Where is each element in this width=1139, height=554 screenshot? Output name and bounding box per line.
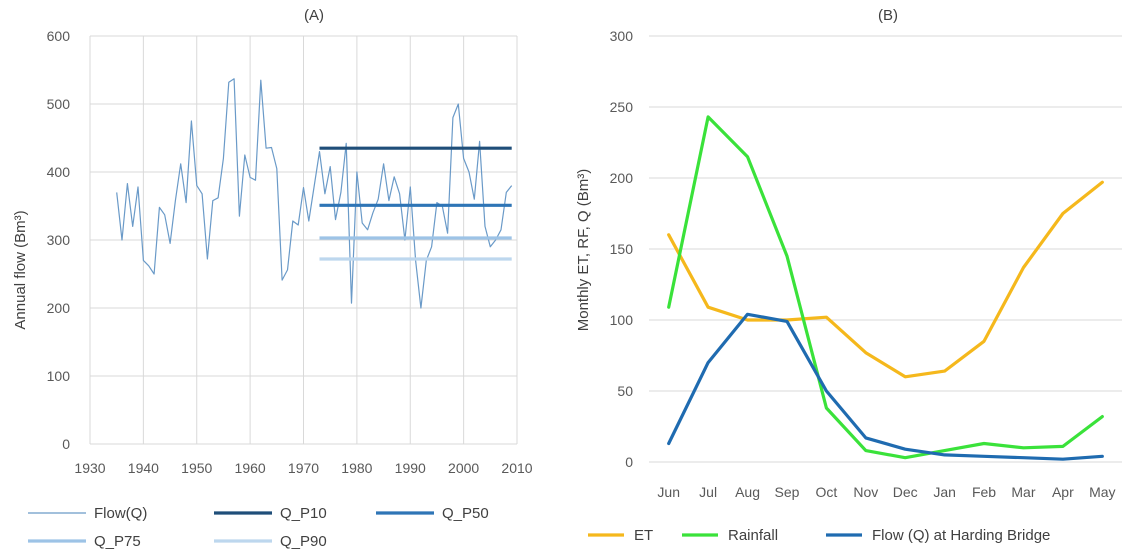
panel-b-y-tick-label: 150 — [610, 241, 634, 257]
panel-b-x-tick-label: Nov — [853, 484, 878, 500]
panel-b: (B) Monthly ET, RF, Q (Bm³) 0 50 100 150 200… — [575, 7, 1122, 544]
panel-b-x-tick-label: Jul — [699, 484, 717, 500]
panel-b-x-tick-label: Aug — [735, 484, 760, 500]
panel-b-series — [667, 115, 1104, 461]
legend-label-q-p90: Q_P90 — [280, 533, 327, 550]
panel-a-title: (A) — [304, 7, 324, 24]
panel-b-y-ticks: 0 50 100 150 200 250 300 — [610, 28, 634, 470]
panel-b-x-tick-label: Dec — [893, 484, 918, 500]
panel-b-x-tick-label: May — [1089, 484, 1115, 500]
panel-b-x-tick-label: Sep — [774, 484, 799, 500]
panel-b-title: (B) — [878, 7, 898, 24]
panel-b-x-tick-label: Apr — [1052, 484, 1074, 500]
legend-label-et: ET — [634, 527, 653, 544]
panel-a-x-tick-label: 1950 — [181, 460, 212, 476]
panel-a-grid — [89, 35, 518, 445]
panel-b-x-tick-label: Jan — [933, 484, 956, 500]
series-line-flow-q — [116, 78, 513, 309]
panel-b-x-tick-label: Mar — [1011, 484, 1035, 500]
panel-a-y-tick-label: 600 — [47, 28, 71, 44]
panel-a-x-tick-label: 2010 — [501, 460, 532, 476]
series-line-flow-q-at-harding-bridge — [667, 312, 1104, 461]
panel-b-y-tick-label: 50 — [617, 383, 633, 399]
legend-label-flow-q-at-harding-bridge: Flow (Q) at Harding Bridge — [872, 527, 1050, 544]
panel-a-x-tick-label: 1980 — [341, 460, 372, 476]
legend-label-q-p10: Q_P10 — [280, 505, 327, 522]
panel-a-y-tick-label: 200 — [47, 300, 71, 316]
panel-b-y-tick-label: 200 — [610, 170, 634, 186]
panel-b-y-tick-label: 100 — [610, 312, 634, 328]
panel-b-grid — [649, 35, 1122, 463]
legend-label-rainfall: Rainfall — [728, 527, 778, 544]
panel-a-y-tick-label: 300 — [47, 232, 71, 248]
panel-a-x-tick-label: 2000 — [448, 460, 479, 476]
series-line-et — [667, 180, 1104, 379]
panel-a-x-ticks: 1930 1940 1950 1960 1970 1980 1990 2000 2010 — [74, 460, 532, 476]
panel-b-x-tick-label: Feb — [972, 484, 996, 500]
legend-label-flow-q: Flow(Q) — [94, 505, 147, 522]
panel-a-y-tick-label: 100 — [47, 368, 71, 384]
panel-b-x-tick-label: Oct — [815, 484, 837, 500]
panel-b-y-axis-label: Monthly ET, RF, Q (Bm³) — [575, 169, 592, 332]
series-line-rainfall — [667, 115, 1104, 460]
panel-a-y-tick-label: 0 — [62, 436, 70, 452]
legend-label-q-p75: Q_P75 — [94, 533, 141, 550]
panel-b-x-ticks: Jun Jul Aug Sep Oct Nov Dec Jan Feb Mar Apr May — [657, 484, 1115, 500]
panel-a-y-tick-label: 400 — [47, 164, 71, 180]
panel-b-y-tick-label: 0 — [625, 454, 633, 470]
panel-b-y-tick-label: 300 — [610, 28, 634, 44]
panel-b-x-tick-label: Jun — [657, 484, 680, 500]
panel-a-x-tick-label: 1960 — [235, 460, 266, 476]
panel-a-y-tick-label: 500 — [47, 96, 71, 112]
legend-label-q-p50: Q_P50 — [442, 505, 489, 522]
panel-a-x-tick-label: 1940 — [128, 460, 159, 476]
panel-a-legend: Flow(Q) Q_P10 Q_P50 Q_P75 Q_P90 — [28, 505, 489, 550]
panel-a-x-tick-label: 1930 — [74, 460, 105, 476]
panel-a-y-ticks: 0 100 200 300 400 500 600 — [47, 28, 71, 452]
panel-a-x-tick-label: 1970 — [288, 460, 319, 476]
panel-a-x-tick-label: 1990 — [395, 460, 426, 476]
panel-a-series — [116, 78, 513, 309]
panel-a: (A) Annual flow (Bm³) 0 100 200 300 400 500 60… — [12, 7, 533, 550]
panel-b-legend: ET Rainfall Flow (Q) at Harding Bridge — [588, 527, 1050, 544]
panel-a-y-axis-label: Annual flow (Bm³) — [12, 210, 29, 329]
panel-b-y-tick-label: 250 — [610, 99, 634, 115]
